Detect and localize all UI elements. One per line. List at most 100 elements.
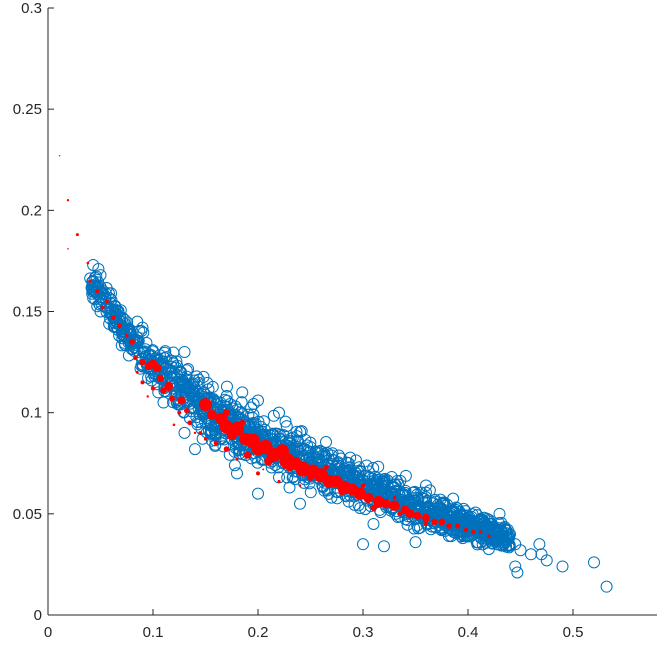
x-tick-label: 0.3 (353, 624, 374, 641)
data-point-circle (447, 492, 460, 505)
data-point-dot (431, 518, 438, 526)
data-point-dot (264, 457, 273, 466)
data-point-dot (256, 471, 260, 476)
data-point-circle (331, 460, 344, 473)
data-point-dot (454, 523, 461, 529)
data-point-dot (206, 409, 217, 420)
data-point-dot (177, 396, 186, 405)
data-point-dot (285, 463, 294, 472)
data-point-circle (252, 394, 264, 407)
data-point-circle (540, 554, 553, 567)
data-point-dot (392, 495, 397, 500)
data-point-dot (184, 408, 190, 414)
x-tick-label: 0 (44, 624, 52, 641)
data-point-dot (446, 523, 452, 529)
data-point-circle (90, 286, 103, 299)
y-tick-label: 0.25 (13, 101, 42, 118)
data-point-circle (409, 536, 422, 549)
data-point-circle (204, 426, 217, 439)
data-point-circle (103, 306, 116, 319)
data-point-circle (314, 444, 327, 457)
data-point-circle (372, 460, 385, 473)
data-point-circle (283, 481, 296, 494)
y-tick-label: 0.3 (21, 0, 42, 17)
data-point-dot (187, 420, 193, 426)
data-point-circle (399, 469, 412, 482)
data-point-circle (190, 370, 203, 383)
data-point-circle (178, 426, 191, 439)
circle-series (84, 258, 613, 593)
data-point-dot (139, 358, 146, 366)
data-point-circle (349, 454, 362, 467)
data-point-dot (133, 356, 138, 361)
data-point-circle (385, 470, 398, 483)
data-point-dot (478, 530, 483, 534)
data-point-circle (483, 513, 495, 526)
axes: 0 0.1 0.2 0.3 0.4 0.5 0 0.05 0.1 0.15 0.2 0.25 0.3 (13, 0, 657, 641)
data-point-circle (165, 366, 178, 379)
data-point-circle (137, 346, 150, 359)
data-point-circle (533, 538, 546, 551)
data-point-dot (413, 512, 422, 520)
data-point-dot (156, 374, 164, 382)
data-point-circle (266, 433, 279, 446)
data-point-circle (460, 512, 473, 525)
y-tick-label: 0.2 (21, 202, 42, 219)
data-point-circle (509, 560, 522, 573)
data-point-circle (118, 313, 131, 326)
data-point-circle (94, 269, 107, 282)
data-point-dot (58, 155, 61, 157)
data-point-dot (172, 423, 176, 427)
x-tick-label: 0.1 (143, 624, 164, 641)
data-point-circle (420, 479, 432, 492)
data-point-circle (491, 534, 504, 547)
data-point-dot (298, 484, 302, 487)
data-point-dot (223, 409, 230, 417)
data-point-dot (235, 457, 239, 461)
data-point-circle (89, 293, 102, 306)
data-point-circle (156, 372, 169, 385)
data-point-dot (307, 474, 314, 481)
data-point-circle (367, 462, 380, 475)
data-point-circle (273, 406, 285, 419)
data-point-circle (252, 487, 264, 500)
data-point-circle (146, 344, 159, 357)
data-point-dot (397, 511, 403, 517)
data-point-circle (199, 415, 212, 428)
data-point-dot (353, 487, 367, 500)
data-point-dot (363, 492, 374, 503)
data-point-circle (268, 429, 281, 442)
data-point-circle (110, 315, 123, 328)
data-point-circle (280, 420, 293, 433)
data-point-circle (472, 536, 485, 549)
data-point-circle (220, 380, 233, 393)
data-point-circle (525, 548, 537, 561)
data-point-circle (258, 423, 271, 436)
y-tick-label: 0 (34, 607, 42, 624)
data-point-circle (290, 430, 303, 443)
data-point-circle (321, 447, 334, 460)
data-point-dot (150, 386, 156, 391)
data-point-circle (388, 478, 401, 491)
data-point-dot (438, 518, 446, 526)
data-point-circle (472, 517, 485, 530)
data-point-circle (178, 345, 191, 358)
data-point-circle (92, 263, 105, 276)
data-point-circle (217, 440, 230, 453)
data-point-circle (465, 514, 478, 527)
x-tick-label: 0.4 (458, 624, 479, 641)
data-point-dot (129, 338, 135, 345)
data-point-circle (451, 509, 464, 522)
data-point-circle (466, 508, 479, 521)
data-point-circle (94, 291, 107, 304)
data-point-circle (218, 393, 231, 406)
data-point-dot (164, 381, 174, 391)
data-point-circle (105, 287, 117, 300)
data-point-circle (398, 489, 411, 502)
y-tick-label: 0.15 (13, 304, 42, 321)
data-point-circle (196, 432, 209, 445)
data-point-circle (401, 518, 414, 531)
data-point-circle (588, 556, 600, 569)
data-point-dot (177, 410, 182, 415)
data-point-dot (223, 446, 230, 452)
